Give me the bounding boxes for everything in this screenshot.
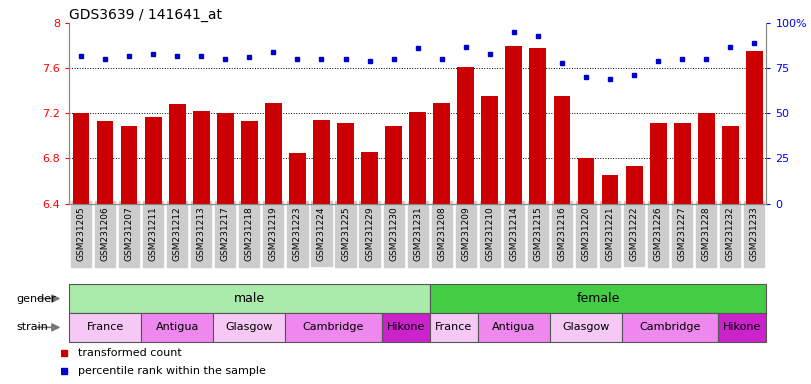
Bar — [478, 313, 550, 342]
Bar — [285, 313, 382, 342]
Text: transformed count: transformed count — [79, 348, 182, 358]
Bar — [602, 175, 619, 204]
Bar — [385, 126, 402, 204]
Bar — [193, 111, 209, 204]
Bar — [746, 51, 763, 204]
Bar — [169, 104, 186, 204]
Bar — [313, 120, 330, 204]
Text: Cambridge: Cambridge — [640, 322, 701, 333]
Bar — [722, 126, 739, 204]
Bar — [430, 284, 766, 313]
Bar — [457, 67, 474, 204]
Bar — [265, 103, 281, 204]
Text: percentile rank within the sample: percentile rank within the sample — [79, 366, 266, 376]
Bar — [337, 123, 354, 204]
Bar — [241, 121, 258, 204]
Text: Glasgow: Glasgow — [225, 322, 273, 333]
Bar — [697, 113, 714, 204]
Text: GDS3639 / 141641_at: GDS3639 / 141641_at — [69, 8, 222, 22]
Text: Hikone: Hikone — [723, 322, 762, 333]
Bar — [650, 123, 667, 204]
Text: Hikone: Hikone — [387, 322, 425, 333]
Bar — [410, 112, 426, 204]
Bar — [433, 103, 450, 204]
Bar — [550, 313, 622, 342]
Bar — [430, 313, 478, 342]
Bar — [719, 313, 766, 342]
Bar — [72, 113, 89, 204]
Bar — [141, 313, 213, 342]
Bar — [213, 313, 285, 342]
Text: Cambridge: Cambridge — [303, 322, 364, 333]
Bar — [121, 126, 138, 204]
Bar — [674, 123, 691, 204]
Bar — [97, 121, 114, 204]
Bar — [289, 153, 306, 204]
Bar — [361, 152, 378, 204]
Bar — [622, 313, 719, 342]
Text: female: female — [577, 292, 620, 305]
Bar — [382, 313, 430, 342]
Text: Antigua: Antigua — [492, 322, 535, 333]
Text: strain: strain — [16, 322, 48, 333]
Bar — [530, 48, 547, 204]
Text: Antigua: Antigua — [156, 322, 199, 333]
Bar — [554, 96, 570, 204]
Bar — [217, 113, 234, 204]
Bar — [505, 46, 522, 204]
Bar — [144, 117, 161, 204]
Bar — [69, 284, 430, 313]
Bar — [577, 159, 594, 204]
Text: Glasgow: Glasgow — [562, 322, 610, 333]
Text: male: male — [234, 292, 265, 305]
Text: France: France — [436, 322, 472, 333]
Bar — [626, 166, 642, 204]
Bar — [69, 313, 141, 342]
Text: France: France — [87, 322, 123, 333]
Bar — [482, 96, 498, 204]
Text: gender: gender — [16, 293, 56, 304]
